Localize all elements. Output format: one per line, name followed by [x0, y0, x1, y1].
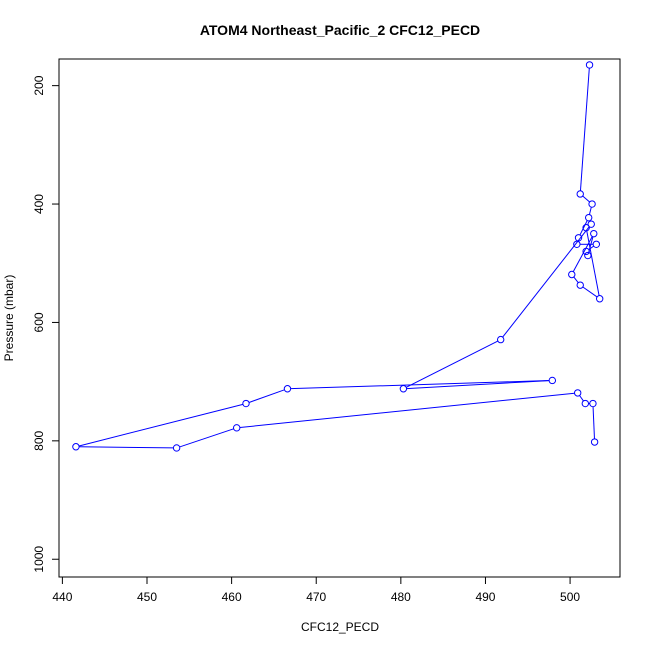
plot-area: 440 450 460 470 480 490 500 200 400 600 800 1000 — [32, 58, 621, 604]
y-tick-label: 1000 — [32, 546, 46, 573]
data-point — [568, 270, 576, 279]
data-point — [592, 240, 601, 248]
series-segment — [579, 68, 590, 191]
x-axis-label: CFC12_PECD — [301, 620, 379, 634]
series-segment — [406, 340, 499, 388]
data-point — [576, 281, 584, 289]
chart-title: ATOM4 Northeast_Pacific_2 CFC12_PECD — [200, 22, 480, 38]
data-point — [582, 247, 590, 256]
data-point — [573, 240, 581, 248]
series-segment — [502, 226, 590, 338]
data-point — [584, 251, 592, 260]
data-point — [574, 234, 583, 242]
y-axis-label: Pressure (mbar) — [2, 275, 16, 362]
x-tick-label: 440 — [52, 590, 72, 604]
series-group — [72, 61, 604, 452]
data-point — [573, 389, 582, 397]
data-point — [590, 438, 599, 446]
data-point — [590, 229, 598, 238]
data-point — [595, 295, 604, 303]
series-segment — [406, 380, 550, 390]
series-segment — [572, 236, 593, 272]
series-segment — [239, 392, 575, 428]
series-segment — [579, 220, 588, 236]
x-tick-label: 450 — [137, 590, 157, 604]
series-segment — [79, 446, 174, 449]
data-point — [584, 213, 593, 222]
data-point — [588, 200, 596, 208]
data-point — [283, 385, 292, 393]
y-tick-label: 600 — [32, 312, 46, 332]
series-segment — [573, 276, 579, 283]
data-point — [548, 376, 557, 385]
series-segment — [290, 380, 550, 390]
series-segment — [248, 389, 285, 403]
series-segment — [588, 207, 592, 215]
series-segment — [592, 406, 595, 439]
data-point — [399, 385, 408, 393]
data-point — [232, 424, 241, 432]
data-point — [172, 444, 181, 452]
plot-frame — [58, 58, 621, 578]
data-point — [581, 399, 590, 408]
data-point — [496, 335, 505, 344]
data-point — [589, 399, 597, 408]
series-segment — [586, 230, 600, 296]
x-tick-label: 500 — [560, 590, 580, 604]
y-tick-label: 200 — [32, 75, 46, 95]
data-point — [587, 220, 595, 228]
y-tick-label: 800 — [32, 431, 46, 451]
x-tick-label: 490 — [475, 590, 495, 604]
y-tick-label: 400 — [32, 194, 46, 214]
x-tick-label: 470 — [306, 590, 326, 604]
series-segment — [582, 195, 590, 203]
x-tick-label: 460 — [222, 590, 242, 604]
data-point — [585, 61, 594, 69]
series-segment — [579, 395, 584, 402]
x-tick-label: 480 — [391, 590, 411, 604]
data-point — [582, 224, 590, 232]
series-segment — [78, 403, 244, 447]
data-point — [242, 399, 250, 408]
data-point — [576, 190, 584, 198]
series-segment — [582, 286, 598, 298]
data-point — [72, 443, 80, 451]
series-segment — [179, 428, 234, 448]
